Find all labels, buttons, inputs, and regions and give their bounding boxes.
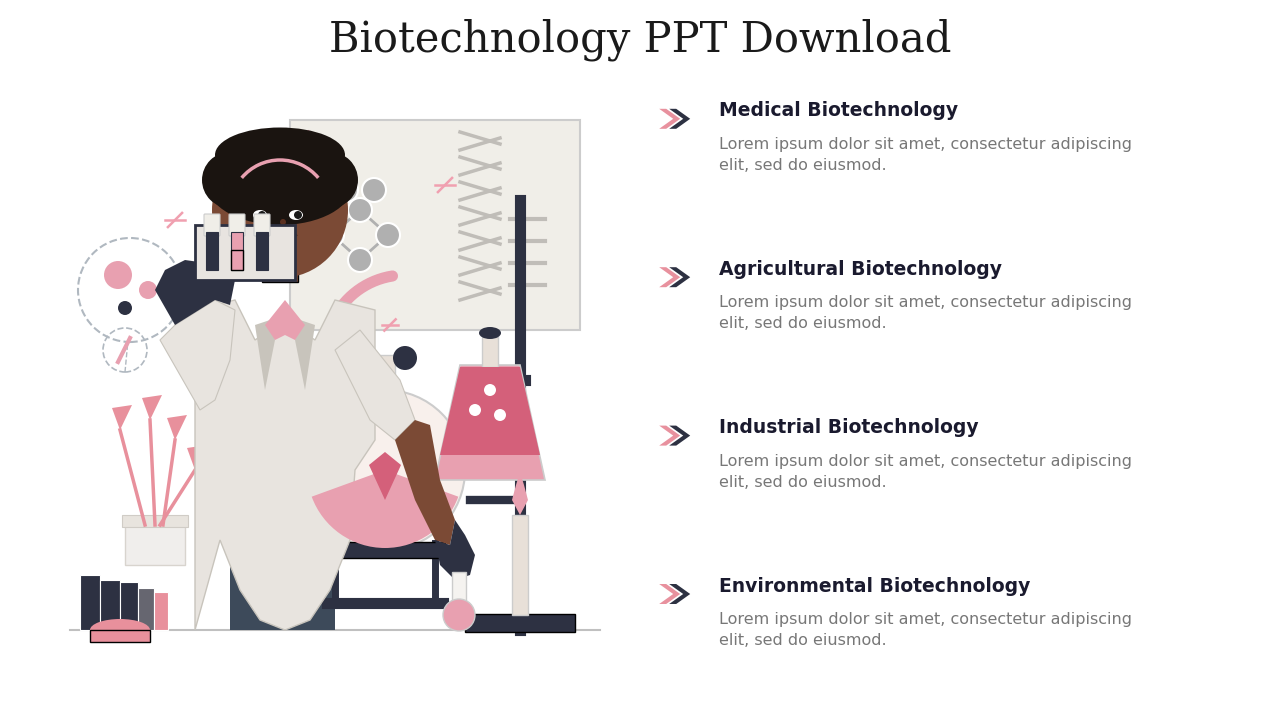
Circle shape — [468, 404, 481, 416]
Ellipse shape — [253, 210, 268, 220]
Text: Environmental Biotechnology: Environmental Biotechnology — [719, 577, 1030, 595]
Circle shape — [212, 142, 348, 278]
FancyBboxPatch shape — [122, 515, 188, 527]
Circle shape — [118, 301, 132, 315]
Circle shape — [348, 248, 372, 272]
Circle shape — [140, 281, 157, 299]
FancyBboxPatch shape — [262, 252, 298, 282]
Polygon shape — [142, 395, 163, 420]
Polygon shape — [230, 340, 335, 630]
Circle shape — [282, 137, 338, 193]
FancyBboxPatch shape — [125, 520, 186, 565]
Ellipse shape — [479, 327, 500, 339]
FancyBboxPatch shape — [375, 355, 396, 395]
FancyBboxPatch shape — [512, 515, 529, 615]
Polygon shape — [659, 426, 680, 446]
FancyBboxPatch shape — [120, 582, 138, 630]
Ellipse shape — [289, 210, 303, 220]
Polygon shape — [255, 320, 275, 390]
Circle shape — [320, 223, 344, 247]
Polygon shape — [669, 267, 690, 287]
Polygon shape — [113, 405, 132, 430]
Polygon shape — [369, 452, 401, 500]
FancyBboxPatch shape — [465, 614, 575, 632]
Text: Lorem ipsum dolor sit amet, consectetur adipiscing
elit, sed do eiusmod.: Lorem ipsum dolor sit amet, consectetur … — [719, 295, 1133, 331]
FancyBboxPatch shape — [236, 343, 330, 365]
Polygon shape — [659, 109, 680, 129]
Text: Lorem ipsum dolor sit amet, consectetur adipiscing
elit, sed do eiusmod.: Lorem ipsum dolor sit amet, consectetur … — [719, 612, 1133, 648]
FancyBboxPatch shape — [325, 542, 445, 558]
FancyBboxPatch shape — [291, 120, 580, 330]
FancyBboxPatch shape — [229, 214, 244, 236]
FancyBboxPatch shape — [230, 250, 243, 270]
Polygon shape — [396, 420, 454, 545]
Circle shape — [305, 390, 465, 550]
Circle shape — [376, 223, 399, 247]
Circle shape — [334, 178, 358, 202]
Polygon shape — [160, 300, 236, 410]
Circle shape — [302, 152, 358, 208]
Polygon shape — [435, 520, 475, 580]
Polygon shape — [659, 267, 680, 287]
Ellipse shape — [207, 145, 352, 225]
Polygon shape — [669, 584, 690, 604]
Text: Agricultural Biotechnology: Agricultural Biotechnology — [719, 260, 1002, 279]
Wedge shape — [312, 470, 458, 548]
Text: Lorem ipsum dolor sit amet, consectetur adipiscing
elit, sed do eiusmod.: Lorem ipsum dolor sit amet, consectetur … — [719, 454, 1133, 490]
FancyBboxPatch shape — [154, 592, 168, 630]
Circle shape — [484, 384, 497, 396]
Circle shape — [280, 219, 285, 225]
Polygon shape — [265, 300, 305, 340]
Polygon shape — [669, 426, 690, 446]
Text: Medical Biotechnology: Medical Biotechnology — [719, 102, 959, 120]
Ellipse shape — [90, 619, 150, 641]
Polygon shape — [435, 365, 545, 480]
Circle shape — [294, 211, 302, 219]
FancyBboxPatch shape — [79, 575, 100, 630]
FancyBboxPatch shape — [230, 232, 243, 270]
Polygon shape — [440, 367, 540, 455]
FancyBboxPatch shape — [206, 232, 218, 270]
Polygon shape — [195, 300, 375, 630]
Polygon shape — [155, 260, 236, 325]
Text: Biotechnology PPT Download: Biotechnology PPT Download — [329, 19, 951, 61]
Text: Lorem ipsum dolor sit amet, consectetur adipiscing
elit, sed do eiusmod.: Lorem ipsum dolor sit amet, consectetur … — [719, 137, 1133, 173]
FancyBboxPatch shape — [138, 588, 154, 630]
Circle shape — [259, 211, 266, 219]
FancyBboxPatch shape — [256, 232, 268, 270]
Polygon shape — [294, 320, 315, 390]
Polygon shape — [187, 445, 207, 470]
Polygon shape — [166, 415, 187, 440]
FancyBboxPatch shape — [100, 580, 120, 630]
Polygon shape — [335, 330, 415, 440]
Polygon shape — [669, 109, 690, 129]
Circle shape — [494, 409, 506, 421]
FancyBboxPatch shape — [253, 214, 270, 236]
Circle shape — [221, 137, 278, 193]
FancyBboxPatch shape — [204, 214, 220, 236]
FancyBboxPatch shape — [452, 572, 466, 610]
Circle shape — [443, 599, 475, 631]
Circle shape — [348, 198, 372, 222]
Circle shape — [393, 346, 417, 370]
Ellipse shape — [215, 127, 346, 182]
Text: Industrial Biotechnology: Industrial Biotechnology — [719, 418, 979, 437]
FancyBboxPatch shape — [483, 337, 498, 367]
FancyBboxPatch shape — [195, 225, 294, 280]
Polygon shape — [512, 472, 529, 515]
FancyBboxPatch shape — [90, 630, 150, 642]
Polygon shape — [659, 584, 680, 604]
Circle shape — [202, 152, 259, 208]
Circle shape — [362, 178, 387, 202]
Circle shape — [104, 261, 132, 289]
